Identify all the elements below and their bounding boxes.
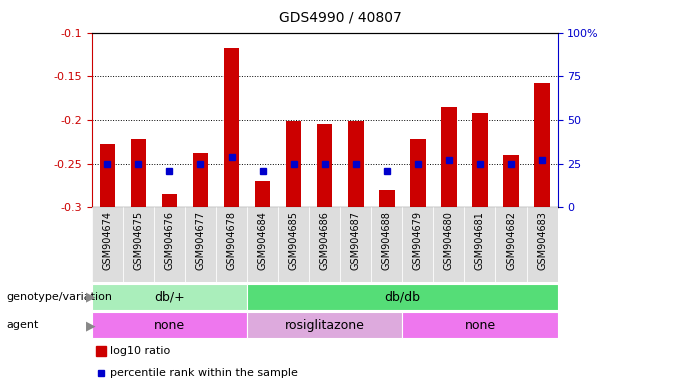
Text: GSM904684: GSM904684 (258, 211, 268, 270)
Text: GSM904687: GSM904687 (351, 211, 361, 270)
Bar (247, 284, 558, 310)
Text: genotype/variation: genotype/variation (7, 291, 113, 302)
Bar (92, 313, 247, 338)
Text: ▶: ▶ (86, 290, 96, 303)
Bar (92, 207, 123, 282)
Bar (340, 207, 371, 282)
Text: agent: agent (7, 320, 39, 331)
Text: GSM904683: GSM904683 (537, 211, 547, 270)
Text: GSM904680: GSM904680 (444, 211, 454, 270)
Bar (496, 207, 526, 282)
Bar (216, 207, 247, 282)
Text: GSM904675: GSM904675 (133, 211, 143, 270)
Text: GDS4990 / 40807: GDS4990 / 40807 (279, 11, 401, 25)
Bar (131, 139, 146, 207)
Text: percentile rank within the sample: percentile rank within the sample (110, 368, 299, 378)
Bar (433, 207, 464, 282)
Text: log10 ratio: log10 ratio (110, 346, 171, 356)
Text: ▶: ▶ (86, 319, 96, 332)
Bar (371, 207, 403, 282)
Bar (534, 83, 550, 207)
Text: GSM904679: GSM904679 (413, 211, 423, 270)
Text: GSM904682: GSM904682 (506, 211, 516, 270)
Text: GSM904677: GSM904677 (195, 211, 205, 270)
Bar (99, 144, 115, 207)
Bar (317, 124, 333, 207)
Bar (441, 107, 457, 207)
Bar (309, 207, 340, 282)
Bar (162, 194, 177, 207)
Text: GSM904686: GSM904686 (320, 211, 330, 270)
Text: GSM904681: GSM904681 (475, 211, 485, 270)
Bar (247, 313, 403, 338)
Bar (185, 207, 216, 282)
Bar (348, 121, 364, 207)
Text: none: none (154, 319, 185, 332)
Bar (92, 284, 247, 310)
Bar (379, 190, 394, 207)
Bar (410, 139, 426, 207)
Bar (464, 207, 496, 282)
Bar (255, 181, 271, 207)
Bar (403, 313, 558, 338)
Text: GSM904688: GSM904688 (381, 211, 392, 270)
Bar (472, 113, 488, 207)
Text: db/db: db/db (384, 290, 420, 303)
Text: rosiglitazone: rosiglitazone (285, 319, 364, 332)
Bar (403, 207, 433, 282)
Text: GSM904678: GSM904678 (226, 211, 237, 270)
Bar (503, 155, 519, 207)
Bar (278, 207, 309, 282)
Bar (247, 207, 278, 282)
Bar (286, 121, 301, 207)
Bar (154, 207, 185, 282)
Text: GSM904685: GSM904685 (288, 211, 299, 270)
Text: GSM904676: GSM904676 (165, 211, 175, 270)
Bar (123, 207, 154, 282)
Text: db/+: db/+ (154, 290, 185, 303)
Text: none: none (464, 319, 496, 332)
Text: GSM904674: GSM904674 (102, 211, 112, 270)
Bar (526, 207, 558, 282)
Bar (224, 48, 239, 207)
Bar (192, 153, 208, 207)
